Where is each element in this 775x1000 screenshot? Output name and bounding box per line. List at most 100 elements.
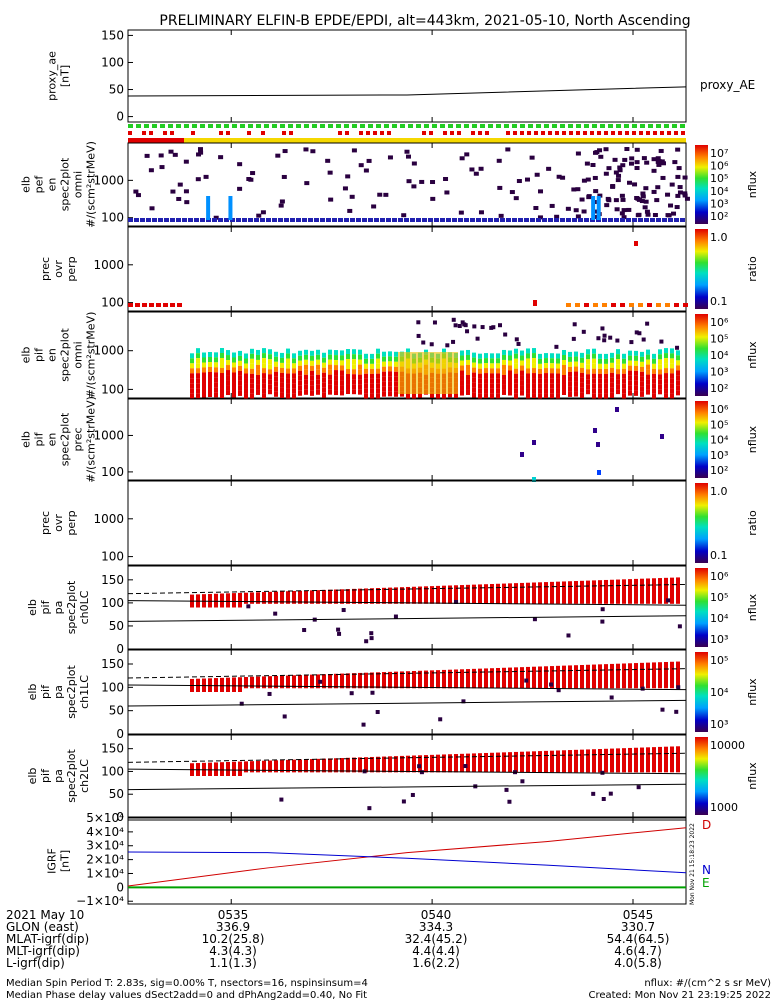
heatmap-cell — [491, 325, 496, 330]
heatmap-cell — [509, 190, 515, 195]
status-red-mark — [478, 131, 482, 135]
heatmap-cell — [340, 390, 344, 396]
heatmap-cell — [660, 175, 666, 180]
heatmap-cell — [268, 359, 272, 365]
colorbar-label: ratio — [746, 510, 759, 536]
heatmap-cell — [238, 592, 242, 608]
colorbar-tick-label: 10⁴ — [710, 349, 729, 362]
heatmap-cell — [498, 213, 504, 218]
heatmap-cell — [628, 390, 632, 396]
heatmap-cell — [445, 343, 450, 348]
colorbar-tick-label: 10⁵ — [710, 418, 728, 431]
heatmap-cell — [334, 370, 338, 376]
heatmap-cell — [346, 589, 350, 604]
heatmap-cell — [600, 326, 605, 331]
heatmap-cell — [128, 218, 133, 222]
heatmap-cell — [208, 762, 212, 776]
heatmap-cell — [316, 758, 320, 773]
y-axis-label: perp — [65, 256, 78, 281]
footer-units: nflux: #/(cm^2 s sr MeV) — [644, 978, 771, 989]
heatmap-cell — [370, 672, 374, 689]
heatmap-cell — [466, 584, 470, 604]
heatmap-cell — [364, 672, 368, 689]
heatmap-cell — [684, 196, 690, 201]
heatmap-cell — [238, 360, 242, 366]
x-table-value: 32.4(45.2) — [405, 932, 468, 946]
heatmap-cell — [358, 359, 362, 365]
status-green-mark — [584, 124, 589, 128]
heatmap-cell — [556, 750, 560, 773]
heatmap-cell — [562, 665, 566, 689]
heatmap-cell — [562, 581, 566, 604]
heatmap-cell — [275, 153, 281, 158]
status-green-mark — [448, 124, 453, 128]
heatmap-cell — [537, 215, 543, 220]
heatmap-cell — [322, 372, 326, 378]
heatmap-cell — [562, 389, 566, 395]
heatmap-cell — [338, 218, 343, 222]
heatmap-cell — [268, 364, 272, 370]
heatmap-cell — [675, 193, 681, 198]
heatmap-cell — [606, 166, 612, 171]
status-green-mark — [288, 124, 293, 128]
y-axis-label: spec2plot — [59, 412, 72, 466]
heatmap-cell — [382, 376, 386, 382]
heatmap-cell — [683, 303, 688, 307]
heatmap-cell — [652, 378, 656, 384]
heatmap-cell — [388, 371, 392, 377]
heatmap-cell — [472, 324, 477, 329]
status-green-mark — [328, 124, 333, 128]
heatmap-cell — [672, 160, 678, 165]
heatmap-cell — [526, 388, 530, 394]
heatmap-cell — [514, 583, 518, 604]
status-red-mark — [170, 131, 174, 135]
heatmap-cell — [586, 379, 590, 385]
loss-cone-solid — [127, 615, 687, 622]
heatmap-cell — [282, 714, 287, 719]
heatmap-cell — [214, 387, 218, 393]
heatmap-cell — [646, 349, 650, 355]
heatmap-cell — [643, 199, 649, 204]
heatmap-cell — [190, 373, 194, 379]
heatmap-cell — [538, 666, 542, 689]
heatmap-cell — [580, 362, 584, 368]
heatmap-cell — [646, 662, 650, 689]
heatmap-cell — [237, 186, 243, 191]
heatmap-cell — [448, 392, 452, 398]
status-green-mark — [272, 124, 277, 128]
heatmap-cell — [298, 390, 302, 396]
heatmap-cell — [634, 380, 638, 386]
heatmap-cell — [646, 359, 650, 365]
loss-cone-dashed — [127, 752, 687, 763]
heatmap-cell — [526, 373, 530, 379]
heatmap-cell — [538, 582, 542, 604]
heatmap-cell — [490, 378, 494, 384]
heatmap-cell — [292, 675, 296, 689]
y-axis-label: elb — [20, 176, 33, 193]
heatmap-cell — [526, 363, 530, 369]
loss-cone-solid — [127, 699, 687, 707]
y-axis-label: en — [46, 433, 59, 447]
heatmap-cell — [634, 241, 638, 246]
heatmap-cell — [670, 661, 674, 689]
status-green-mark — [464, 124, 469, 128]
heatmap-cell — [268, 369, 272, 375]
heatmap-cell — [496, 378, 500, 384]
heatmap-cell — [644, 218, 649, 222]
heatmap-cell — [256, 364, 260, 370]
status-red-mark — [562, 131, 566, 135]
heatmap-cell — [292, 353, 296, 359]
heatmap-cell — [350, 218, 355, 222]
heatmap-cell — [502, 349, 506, 355]
heatmap-cell — [262, 373, 266, 379]
heatmap-cell — [538, 368, 542, 374]
heatmap-cell — [628, 350, 632, 356]
heatmap-cell — [674, 218, 679, 222]
heatmap-cell — [674, 303, 679, 307]
status-red-mark — [387, 131, 391, 135]
heatmap-cell — [508, 583, 512, 604]
heatmap-cell — [670, 368, 674, 374]
plot-title: PRELIMINARY ELFIN-B EPDE/EPDI, alt=443km… — [159, 13, 690, 29]
heatmap-cell — [610, 387, 614, 393]
heatmap-cell — [334, 390, 338, 396]
